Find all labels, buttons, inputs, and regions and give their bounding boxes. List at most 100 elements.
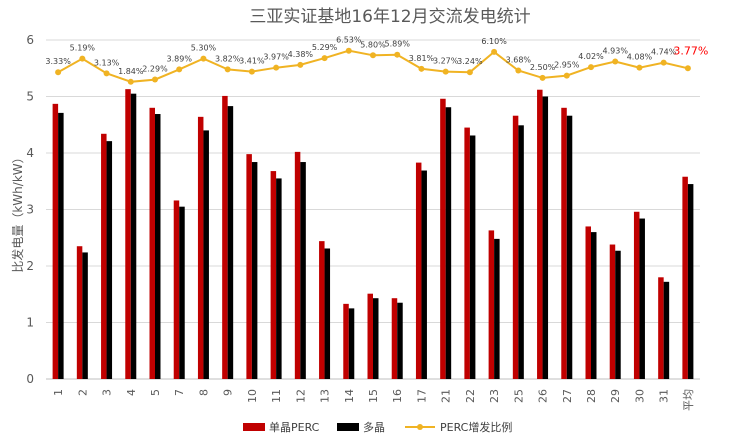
legend-marker-ratio xyxy=(417,424,423,430)
y-tick-label: 1 xyxy=(26,316,34,330)
x-tick-label: 11 xyxy=(270,389,283,403)
bar-multi xyxy=(494,238,500,379)
ratio-line: 3.33% 5.19% 3.13%1.84%2.29% 3.89%5.30%3.82%… xyxy=(45,36,708,85)
x-tick-label: 8 xyxy=(197,389,210,396)
ratio-label: 3.13% xyxy=(94,58,120,67)
ratio-point xyxy=(79,55,86,62)
bar-single-perc xyxy=(197,116,204,379)
bar-multi xyxy=(58,112,64,379)
x-tick-label: 2 xyxy=(76,389,89,396)
x-tick-label: 3 xyxy=(101,389,114,396)
ratio-label: 3.41% xyxy=(239,57,265,66)
ratio-point xyxy=(224,66,231,73)
ratio-point xyxy=(515,67,522,74)
x-tick-label: 14 xyxy=(343,389,356,403)
x-axis: 1 2 3 4 5 7 8 9 10 11 12 13 14 15 16 17 21 22 23 25 26 27 28 29… xyxy=(52,389,695,411)
ratio-point xyxy=(466,69,473,76)
legend-label-single-perc: 单晶PERC xyxy=(269,421,320,434)
bar-multi xyxy=(300,162,306,379)
bar-multi xyxy=(421,170,427,379)
ratio-point xyxy=(176,66,183,73)
bar-single-perc xyxy=(101,133,107,379)
bar-multi xyxy=(276,178,282,379)
x-tick-label: 5 xyxy=(149,389,162,396)
ratio-label: 4.08% xyxy=(627,53,653,62)
x-tick-label: 27 xyxy=(561,389,574,403)
bar-single-perc xyxy=(367,293,373,379)
x-tick-label: 15 xyxy=(367,389,380,403)
bar-multi xyxy=(615,250,621,379)
ratio-point xyxy=(612,58,619,65)
y-tick-label: 3 xyxy=(26,203,34,217)
x-tick-label: 13 xyxy=(319,389,332,403)
ratio-point xyxy=(539,74,546,81)
bar-single-perc xyxy=(633,211,640,379)
ratio-point xyxy=(636,64,643,71)
ratio-point xyxy=(273,64,280,71)
ratio-label: 3.82% xyxy=(215,54,241,63)
x-tick-label: 12 xyxy=(294,389,307,403)
bar-single-perc xyxy=(658,277,664,379)
legend-label-ratio: PERC增发比例 xyxy=(440,420,512,434)
bar-multi xyxy=(591,232,597,379)
bar-single-perc xyxy=(294,151,301,379)
bar-single-perc xyxy=(609,244,616,379)
ratio-label: 6.10% xyxy=(481,37,507,46)
ratio-point xyxy=(200,55,207,62)
x-tick-label: 1 xyxy=(52,389,65,396)
ratio-label: 6.53% xyxy=(336,36,362,45)
bar-multi xyxy=(566,115,573,380)
bar-multi xyxy=(542,96,549,379)
legend-swatch-single-perc xyxy=(243,423,265,431)
bar-multi xyxy=(324,248,331,379)
ratio-point xyxy=(103,70,110,77)
ratio-label: 1.84% xyxy=(118,67,144,76)
bar-single-perc xyxy=(488,230,495,379)
bar-single-perc xyxy=(270,171,277,379)
ratio-label: 3.33% xyxy=(45,57,71,66)
ratio-label: 3.27% xyxy=(433,57,459,66)
bar-single-perc xyxy=(440,98,446,379)
ratio-point xyxy=(563,72,570,79)
bar-single-perc xyxy=(415,162,422,379)
ratio-point xyxy=(55,69,62,76)
ratio-point xyxy=(297,61,304,68)
ratio-label: 2.95% xyxy=(554,61,580,70)
y-axis-label: 比发电量（kWh/kW） xyxy=(10,151,25,272)
ratio-point xyxy=(394,51,401,58)
bar-single-perc xyxy=(585,226,591,379)
x-tick-label: 30 xyxy=(633,389,646,403)
ratio-label: 2.50% xyxy=(530,63,556,72)
bar-multi xyxy=(348,308,355,379)
x-tick-label: 29 xyxy=(609,389,622,403)
bar-multi xyxy=(639,218,645,379)
y-tick-label: 4 xyxy=(26,146,34,160)
bar-single-perc xyxy=(343,303,349,379)
ratio-label: 5.80% xyxy=(360,40,386,49)
bar-multi xyxy=(445,107,452,380)
bar-single-perc xyxy=(149,107,155,380)
ratio-point xyxy=(152,76,158,83)
ratio-label: 3.81% xyxy=(409,54,435,63)
ratio-label: 3.24% xyxy=(457,57,483,66)
ratio-point xyxy=(370,52,376,59)
y-axis: 0 1 2 3 4 5 6 xyxy=(26,33,34,386)
x-tick-label: 21 xyxy=(440,389,453,403)
ratio-point xyxy=(684,65,691,72)
ratio-label-average: 3.77% xyxy=(673,44,708,57)
ratio-point xyxy=(491,48,498,55)
bar-multi xyxy=(687,184,694,379)
x-tick-label: 16 xyxy=(391,389,404,403)
ratio-label: 3.68% xyxy=(506,56,532,65)
bar-single-perc xyxy=(52,103,59,379)
x-tick-label: 23 xyxy=(488,389,501,403)
ratio-label: 3.89% xyxy=(167,54,193,63)
ratio-point xyxy=(321,55,328,62)
bars xyxy=(52,89,694,380)
x-tick-label: 9 xyxy=(222,389,235,396)
bar-single-perc xyxy=(391,298,398,379)
y-tick-label: 0 xyxy=(26,372,34,386)
legend: 单晶PERC 多晶 PERC增发比例 xyxy=(243,420,512,434)
bar-single-perc xyxy=(76,246,83,379)
